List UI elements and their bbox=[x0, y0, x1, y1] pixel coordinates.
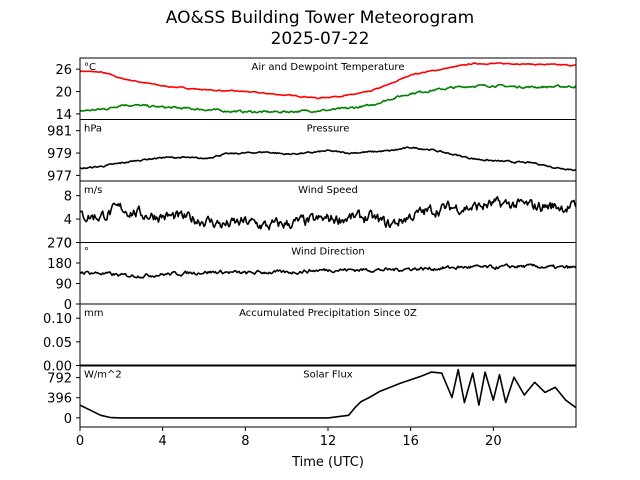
chart-subtitle-date: 2025-07-22 bbox=[270, 29, 370, 49]
y-tick-label-wind_speed: 4 bbox=[64, 213, 72, 228]
series-line-temperature-dewpoint bbox=[79, 83, 577, 114]
series-line-wind_direction-wind-direction bbox=[79, 263, 577, 279]
y-tick-label-wind_direction: 180 bbox=[47, 257, 72, 272]
panel-title-temperature: Air and Dewpoint Temperature bbox=[252, 62, 405, 73]
y-tick-label-temperature: 14 bbox=[55, 108, 72, 123]
series-line-pressure-pressure bbox=[79, 146, 576, 172]
x-tick-label: 20 bbox=[485, 434, 502, 449]
y-tick-label-wind_direction: 90 bbox=[55, 278, 72, 293]
y-tick-label-precipitation: 0.05 bbox=[43, 336, 72, 351]
unit-label-wind_speed: m/s bbox=[84, 185, 102, 196]
y-tick-label-wind_direction: 0 bbox=[64, 298, 72, 313]
y-tick-label-solar_flux: 792 bbox=[47, 372, 72, 387]
panel-title-wind_speed: Wind Speed bbox=[298, 185, 358, 196]
panel-title-wind_direction: Wind Direction bbox=[291, 247, 365, 258]
x-tick-label: 8 bbox=[241, 434, 249, 449]
x-tick-label: 16 bbox=[402, 434, 419, 449]
y-tick-label-solar_flux: 0 bbox=[64, 412, 72, 427]
y-tick-label-pressure: 977 bbox=[47, 169, 72, 184]
y-tick-label-solar_flux: 396 bbox=[47, 392, 72, 407]
x-tick-label: 12 bbox=[320, 434, 337, 449]
y-tick-label-temperature: 26 bbox=[55, 63, 72, 78]
panel-title-pressure: Pressure bbox=[307, 124, 350, 135]
unit-label-pressure: hPa bbox=[84, 124, 102, 135]
y-tick-label-wind_speed: 8 bbox=[64, 190, 72, 205]
unit-label-temperature: °C bbox=[84, 62, 96, 73]
unit-label-solar_flux: W/m^2 bbox=[84, 370, 122, 381]
unit-label-precipitation: mm bbox=[84, 308, 103, 319]
panel-title-solar_flux: Solar Flux bbox=[303, 370, 353, 381]
unit-label-wind_direction: ° bbox=[84, 247, 89, 258]
y-tick-label-wind_speed: 0 bbox=[64, 237, 72, 252]
x-tick-label: 0 bbox=[76, 434, 84, 449]
y-tick-label-pressure: 981 bbox=[47, 125, 72, 140]
x-tick-label: 4 bbox=[159, 434, 167, 449]
chart-title: AO&SS Building Tower Meteorogram bbox=[165, 8, 475, 28]
y-tick-label-precipitation: 0.00 bbox=[43, 360, 72, 375]
x-axis-label: Time (UTC) bbox=[291, 455, 364, 470]
y-tick-label-temperature: 20 bbox=[55, 86, 72, 101]
y-tick-label-precipitation: 0.10 bbox=[43, 312, 72, 327]
series-line-temperature-air-temperature bbox=[79, 62, 577, 100]
y-tick-label-pressure: 979 bbox=[47, 147, 72, 162]
series-line-wind_speed-wind-speed bbox=[79, 196, 577, 231]
series-line-solar_flux-solar-flux bbox=[79, 368, 577, 419]
panel-title-precipitation: Accumulated Precipitation Since 0Z bbox=[239, 308, 417, 319]
y-tick-label-wind_direction: 270 bbox=[47, 237, 72, 252]
